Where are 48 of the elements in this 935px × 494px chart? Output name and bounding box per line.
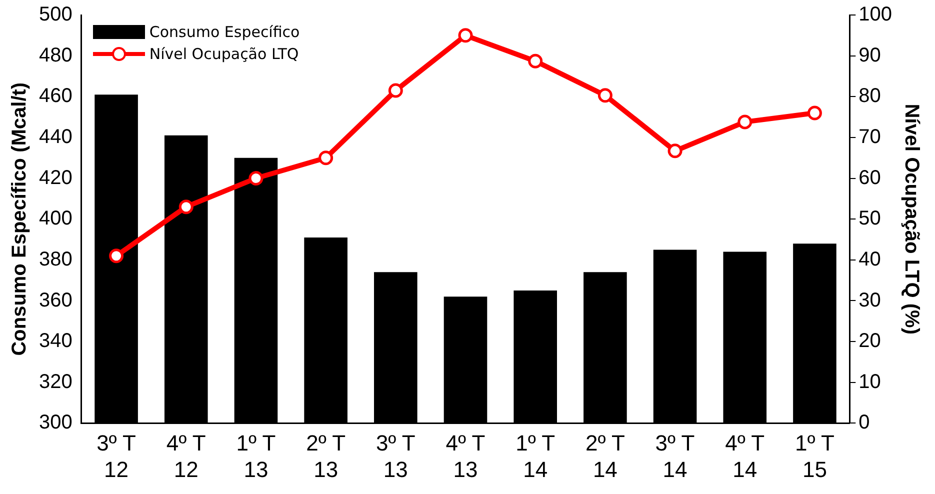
x-tick-label: 4º T 13: [446, 430, 486, 482]
y2-tick-label: 60: [858, 166, 881, 189]
y2-axis-title: Nível Ocupação LTQ (%): [900, 104, 922, 334]
x-tick-label: 3º T 13: [376, 430, 416, 482]
point: [528, 54, 543, 68]
y2-tick-label: 50: [858, 208, 881, 230]
y-tick-label: 500: [38, 4, 72, 26]
x-tick-label: 2º T 13: [306, 430, 346, 482]
y-tick-label: 380: [38, 248, 72, 270]
point: [738, 114, 752, 130]
y-tick-label: 480: [38, 44, 72, 66]
legend-label: Nível Ocupação LTQ: [149, 45, 299, 63]
legend-label: Consumo Específico: [149, 23, 300, 41]
x-tick-label: 1º T 15: [794, 430, 834, 482]
point: [109, 248, 124, 264]
y2-tick-label: 40: [858, 248, 881, 270]
y-tick-label: 460: [38, 85, 72, 108]
point: [807, 106, 822, 120]
y2-tick-label: 20: [858, 330, 881, 352]
point: [178, 200, 194, 214]
y2-tick-label: 100: [858, 4, 892, 26]
x-tick-label: 4º T 14: [725, 430, 765, 482]
y2-tick-label: 0: [858, 412, 870, 434]
y-axis-title: Consumo Específico (Mcal/t): [8, 82, 31, 356]
x-tick-label: 4º T 12: [166, 430, 206, 482]
y-tick-label: 320: [38, 370, 72, 393]
point: [458, 28, 473, 43]
point: [318, 150, 334, 166]
x-tick-label: 2º T 14: [585, 430, 625, 482]
point: [388, 83, 403, 98]
y-tick-label: 420: [38, 166, 72, 189]
y-tick-label: 300: [38, 412, 72, 434]
y-tick-label: 400: [38, 208, 72, 230]
point: [598, 88, 612, 103]
y-tick-label: 360: [38, 289, 72, 312]
y2-tick-label: 70: [858, 126, 881, 148]
point: [668, 144, 682, 158]
y2-tick-label: 90: [858, 44, 881, 66]
y-tick-label: 340: [38, 330, 72, 352]
y2-tick-label: 10: [858, 370, 881, 393]
x-tick-label: 3º T 14: [655, 430, 695, 482]
y2-tick-label: 80: [858, 85, 881, 108]
x-tick-label: 1º T 14: [516, 430, 556, 482]
x-tick-label: 3º T 12: [96, 430, 136, 482]
y2-tick-label: 30: [858, 289, 881, 312]
x-tick-label: 1º T 13: [236, 430, 276, 482]
y-tick-label: 440: [38, 126, 72, 148]
point: [248, 171, 264, 186]
